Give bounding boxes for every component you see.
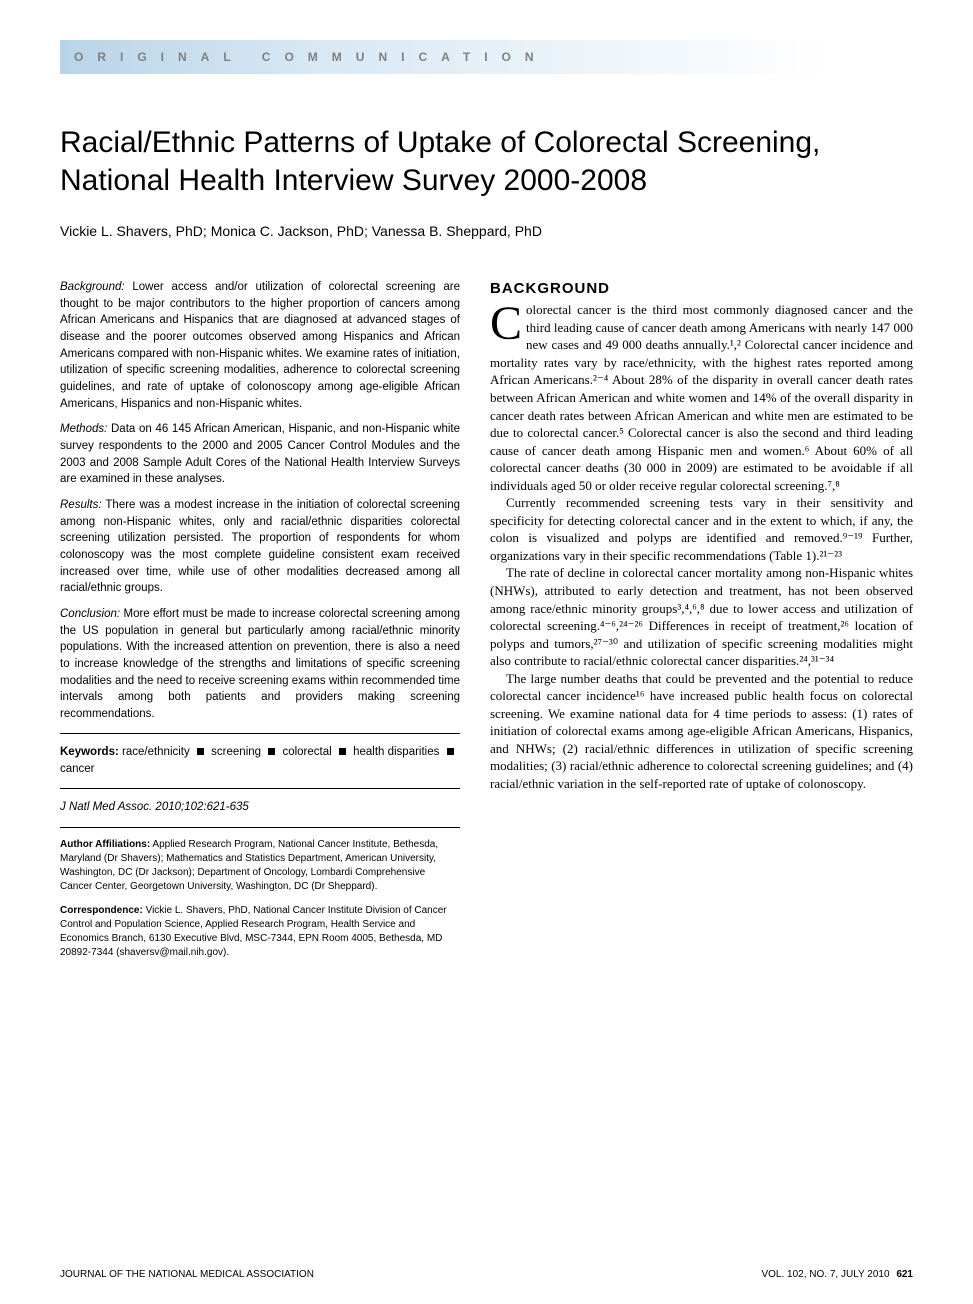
divider-line: [60, 788, 460, 789]
keyword-item: colorectal: [282, 746, 331, 758]
keyword-item: cancer: [60, 763, 95, 775]
abstract-text: Data on 46 145 African American, Hispani…: [60, 423, 460, 485]
abstract-conclusion: Conclusion: More effort must be made to …: [60, 606, 460, 723]
body-paragraph: Currently recommended screening tests va…: [490, 494, 913, 564]
body-paragraph: The large number deaths that could be pr…: [490, 670, 913, 793]
footer-page-number: 621: [896, 1269, 913, 1280]
keywords-block: Keywords: race/ethnicity screening color…: [60, 744, 460, 779]
body-paragraph: The rate of decline in colorectal cancer…: [490, 564, 913, 669]
divider-line: [60, 827, 460, 828]
abstract-background: Background: Lower access and/or utilizat…: [60, 279, 460, 412]
correspondence-block: Correspondence: Vickie L. Shavers, PhD, …: [60, 904, 460, 960]
body-text: olorectal cancer is the third most commo…: [490, 302, 913, 492]
author-affiliations: Author Affiliations: Applied Research Pr…: [60, 838, 460, 894]
right-column: BACKGROUND Colorectal cancer is the thir…: [490, 279, 913, 960]
two-column-layout: Background: Lower access and/or utilizat…: [60, 279, 913, 960]
abstract-text: There was a modest increase in the initi…: [60, 499, 460, 594]
section-banner: ORIGINAL COMMUNICATION: [60, 40, 913, 74]
keyword-separator-icon: [339, 748, 346, 755]
keyword-item: screening: [211, 746, 261, 758]
abstract-label: Conclusion:: [60, 608, 120, 620]
abstract-text: More effort must be made to increase col…: [60, 608, 460, 720]
abstract-label: Results:: [60, 499, 102, 511]
footer-journal-name: JOURNAL OF THE NATIONAL MEDICAL ASSOCIAT…: [60, 1269, 314, 1280]
footer-issue-info: VOL. 102, NO. 7, JULY 2010 621: [761, 1269, 913, 1280]
authors-line: Vickie L. Shavers, PhD; Monica C. Jackso…: [60, 223, 913, 239]
affiliations-label: Author Affiliations:: [60, 839, 150, 850]
keyword-separator-icon: [447, 748, 454, 755]
abstract-label: Background:: [60, 281, 125, 293]
left-column: Background: Lower access and/or utilizat…: [60, 279, 460, 960]
article-title: Racial/Ethnic Patterns of Uptake of Colo…: [60, 124, 913, 199]
page-footer: JOURNAL OF THE NATIONAL MEDICAL ASSOCIAT…: [60, 1269, 913, 1280]
divider-line: [60, 733, 460, 734]
dropcap-letter: C: [490, 301, 526, 345]
keyword-separator-icon: [268, 748, 275, 755]
correspondence-label: Correspondence:: [60, 905, 143, 916]
abstract-label: Methods:: [60, 423, 107, 435]
abstract-text: Lower access and/or utilization of color…: [60, 281, 460, 410]
abstract-methods: Methods: Data on 46 145 African American…: [60, 421, 460, 488]
footer-issue-text: VOL. 102, NO. 7, JULY 2010: [761, 1269, 889, 1280]
keyword-item: health disparities: [353, 746, 439, 758]
body-paragraph: Colorectal cancer is the third most comm…: [490, 301, 913, 494]
section-heading-background: BACKGROUND: [490, 279, 913, 299]
journal-citation: J Natl Med Assoc. 2010;102:621-635: [60, 799, 460, 816]
keyword-item: race/ethnicity: [122, 746, 190, 758]
keyword-separator-icon: [197, 748, 204, 755]
keywords-label: Keywords:: [60, 746, 119, 758]
abstract-results: Results: There was a modest increase in …: [60, 497, 460, 597]
